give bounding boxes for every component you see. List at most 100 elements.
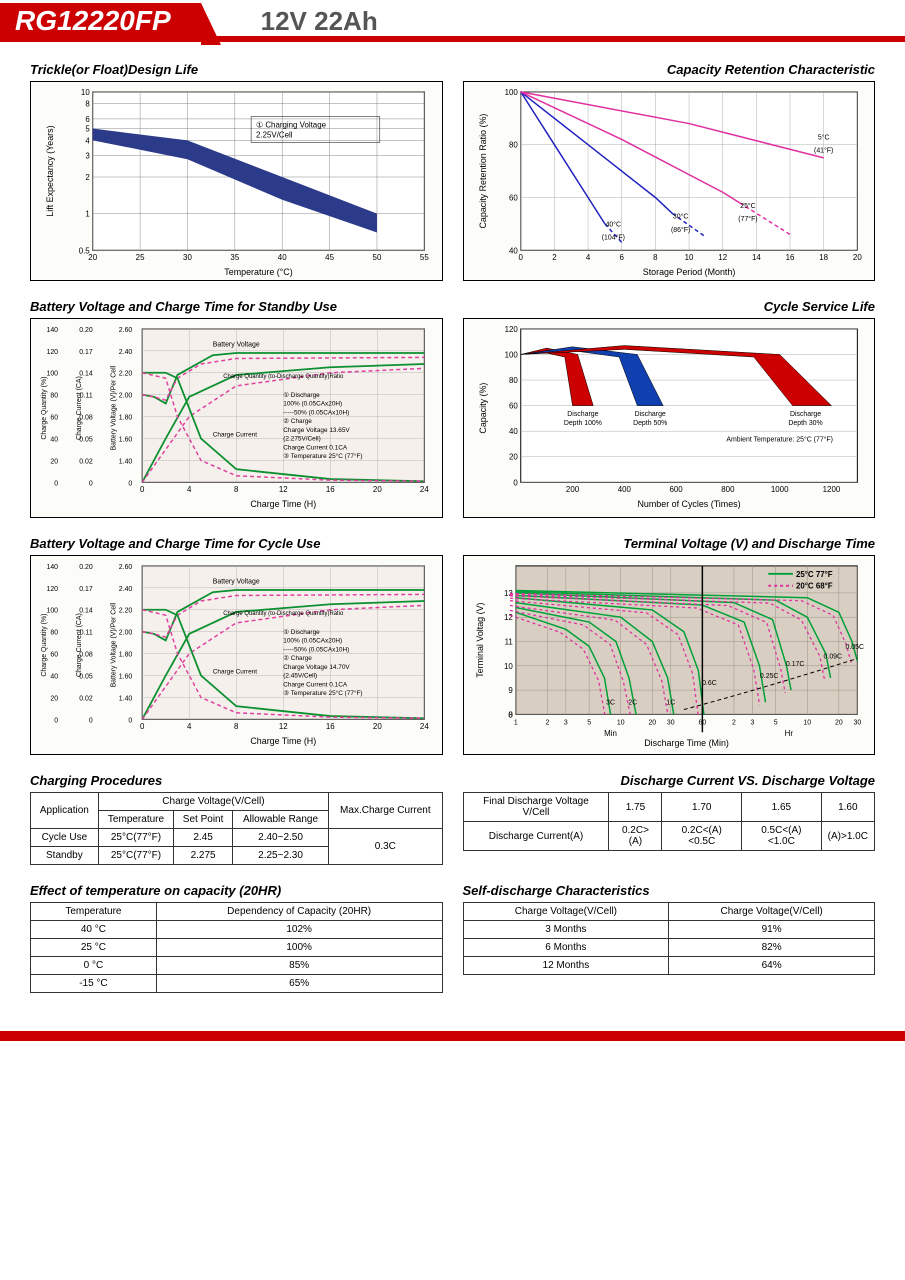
svg-text:2.40: 2.40 bbox=[119, 586, 133, 593]
model-number: RG12220FP bbox=[0, 3, 201, 39]
svg-text:0: 0 bbox=[54, 480, 58, 487]
svg-text:1C: 1C bbox=[666, 700, 675, 707]
svg-text:11: 11 bbox=[504, 637, 513, 646]
svg-text:-----50% (0.05CAx10H): -----50% (0.05CAx10H) bbox=[283, 409, 349, 416]
tbl1-s1: Set Point bbox=[174, 811, 233, 829]
svg-text:1000: 1000 bbox=[770, 485, 788, 494]
svg-text:24: 24 bbox=[420, 485, 429, 494]
svg-text:2.00: 2.00 bbox=[119, 393, 133, 400]
svg-text:1200: 1200 bbox=[822, 485, 840, 494]
svg-text:120: 120 bbox=[504, 325, 518, 334]
svg-text:Storage Period (Month): Storage Period (Month) bbox=[642, 267, 735, 277]
chart1-title: Trickle(or Float)Design Life bbox=[30, 62, 443, 77]
svg-text:Depth 100%: Depth 100% bbox=[563, 420, 601, 427]
svg-text:4: 4 bbox=[187, 722, 192, 731]
svg-text:0.02: 0.02 bbox=[79, 458, 93, 465]
c: 2.25~2.30 bbox=[232, 847, 328, 865]
c: 0.2C<(A)<0.5C bbox=[662, 822, 742, 851]
svg-text:120: 120 bbox=[46, 349, 58, 356]
svg-text:① Discharge: ① Discharge bbox=[283, 629, 320, 636]
svg-text:55: 55 bbox=[420, 253, 429, 262]
svg-text:2.20: 2.20 bbox=[119, 371, 133, 378]
svg-text:(77°F): (77°F) bbox=[738, 215, 757, 223]
svg-text:(41°F): (41°F) bbox=[814, 147, 833, 155]
tbl3-title: Effect of temperature on capacity (20HR) bbox=[30, 883, 443, 898]
svg-text:0.25C: 0.25C bbox=[759, 673, 777, 680]
tbl2-title: Discharge Current VS. Discharge Voltage bbox=[463, 773, 876, 788]
c: 0.3C bbox=[329, 829, 442, 865]
c: 2.40~2.50 bbox=[232, 829, 328, 847]
svg-text:Discharge: Discharge bbox=[789, 411, 820, 418]
c: 1.60 bbox=[821, 793, 874, 822]
svg-text:60: 60 bbox=[50, 415, 58, 422]
svg-text:5°C: 5°C bbox=[817, 133, 829, 141]
svg-text:50: 50 bbox=[373, 253, 382, 262]
svg-text:40: 40 bbox=[50, 436, 58, 443]
svg-text:6: 6 bbox=[619, 253, 624, 262]
svg-text:0: 0 bbox=[54, 717, 58, 724]
svg-text:1.60: 1.60 bbox=[119, 673, 133, 680]
svg-text:② Charge: ② Charge bbox=[283, 418, 312, 425]
svg-text:0.17: 0.17 bbox=[79, 349, 93, 356]
tbl1-h1: Charge Voltage(V/Cell) bbox=[98, 793, 328, 811]
svg-text:1.40: 1.40 bbox=[119, 458, 133, 465]
svg-text:Terminal Voltag (V): Terminal Voltag (V) bbox=[475, 603, 485, 678]
svg-text:2.25V/Cell: 2.25V/Cell bbox=[256, 130, 293, 139]
svg-text:0: 0 bbox=[128, 717, 132, 724]
svg-text:Battery Voltage (V)/Per Cell: Battery Voltage (V)/Per Cell bbox=[110, 602, 117, 687]
svg-text:30: 30 bbox=[666, 719, 674, 726]
svg-text:Charge Current: Charge Current bbox=[213, 668, 257, 675]
tbl4-title: Self-discharge Characteristics bbox=[463, 883, 876, 898]
svg-text:100: 100 bbox=[46, 608, 58, 615]
svg-text:10: 10 bbox=[504, 662, 513, 671]
svg-text:20: 20 bbox=[852, 253, 861, 262]
svg-text:0: 0 bbox=[89, 717, 93, 724]
svg-text:20: 20 bbox=[508, 453, 517, 462]
svg-text:3: 3 bbox=[85, 152, 90, 161]
svg-text:16: 16 bbox=[326, 722, 335, 731]
svg-text:Depth 30%: Depth 30% bbox=[788, 420, 822, 427]
svg-text:6: 6 bbox=[85, 115, 90, 124]
charging-procedures-table: Application Charge Voltage(V/Cell) Max.C… bbox=[30, 792, 443, 865]
svg-text:Charge Voltage 14.70V: Charge Voltage 14.70V bbox=[283, 664, 350, 671]
svg-text:Discharge: Discharge bbox=[567, 411, 598, 418]
svg-text:20: 20 bbox=[50, 458, 58, 465]
tbl1-s0: Temperature bbox=[98, 811, 174, 829]
svg-text:0.17: 0.17 bbox=[79, 586, 93, 593]
c: 25°C(77°F) bbox=[98, 847, 174, 865]
svg-text:Battery Voltage: Battery Voltage bbox=[213, 578, 260, 585]
svg-text:12: 12 bbox=[279, 722, 288, 731]
footer-strip bbox=[0, 1031, 905, 1041]
svg-text:4: 4 bbox=[187, 485, 192, 494]
svg-text:40: 40 bbox=[508, 246, 517, 255]
svg-text:2: 2 bbox=[552, 253, 556, 262]
chart4-title: Cycle Service Life bbox=[463, 299, 876, 314]
tbl1-s2: Allowable Range bbox=[232, 811, 328, 829]
svg-text:Charge Voltage 13.65V: Charge Voltage 13.65V bbox=[283, 427, 350, 434]
svg-text:2.60: 2.60 bbox=[119, 564, 133, 571]
svg-text:Charge Quantity (%): Charge Quantity (%) bbox=[41, 377, 48, 440]
svg-text:200: 200 bbox=[565, 485, 579, 494]
c: 0.2C>(A) bbox=[609, 822, 662, 851]
svg-text:0.02: 0.02 bbox=[79, 695, 93, 702]
header: RG12220FP 12V 22Ah bbox=[0, 0, 905, 42]
chart5: 000200.021.40400.051.60600.081.80800.112… bbox=[30, 555, 443, 755]
svg-text:Temperature (°C): Temperature (°C) bbox=[224, 267, 292, 277]
svg-text:20: 20 bbox=[648, 719, 656, 726]
svg-text:2: 2 bbox=[732, 719, 736, 726]
svg-text:0: 0 bbox=[518, 253, 523, 262]
svg-text:14: 14 bbox=[751, 253, 760, 262]
c: Final Discharge Voltage V/Cell bbox=[463, 793, 609, 822]
svg-text:(86°F): (86°F) bbox=[670, 226, 689, 234]
svg-text:0: 0 bbox=[89, 480, 93, 487]
tbl1-h2: Max.Charge Current bbox=[329, 793, 442, 829]
svg-text:Charge Current 0.1CA: Charge Current 0.1CA bbox=[283, 681, 348, 688]
svg-text:1.80: 1.80 bbox=[119, 652, 133, 659]
svg-text:Charge Current (CA): Charge Current (CA) bbox=[76, 613, 83, 677]
voltage-spec: 12V 22Ah bbox=[261, 6, 378, 37]
svg-text:Charge Quantity (to-Discharge: Charge Quantity (to-Discharge Quantity)R… bbox=[223, 611, 344, 617]
svg-text:10: 10 bbox=[803, 719, 811, 726]
svg-text:80: 80 bbox=[50, 393, 58, 400]
svg-text:Hr: Hr bbox=[784, 729, 793, 738]
svg-text:1.40: 1.40 bbox=[119, 695, 133, 702]
